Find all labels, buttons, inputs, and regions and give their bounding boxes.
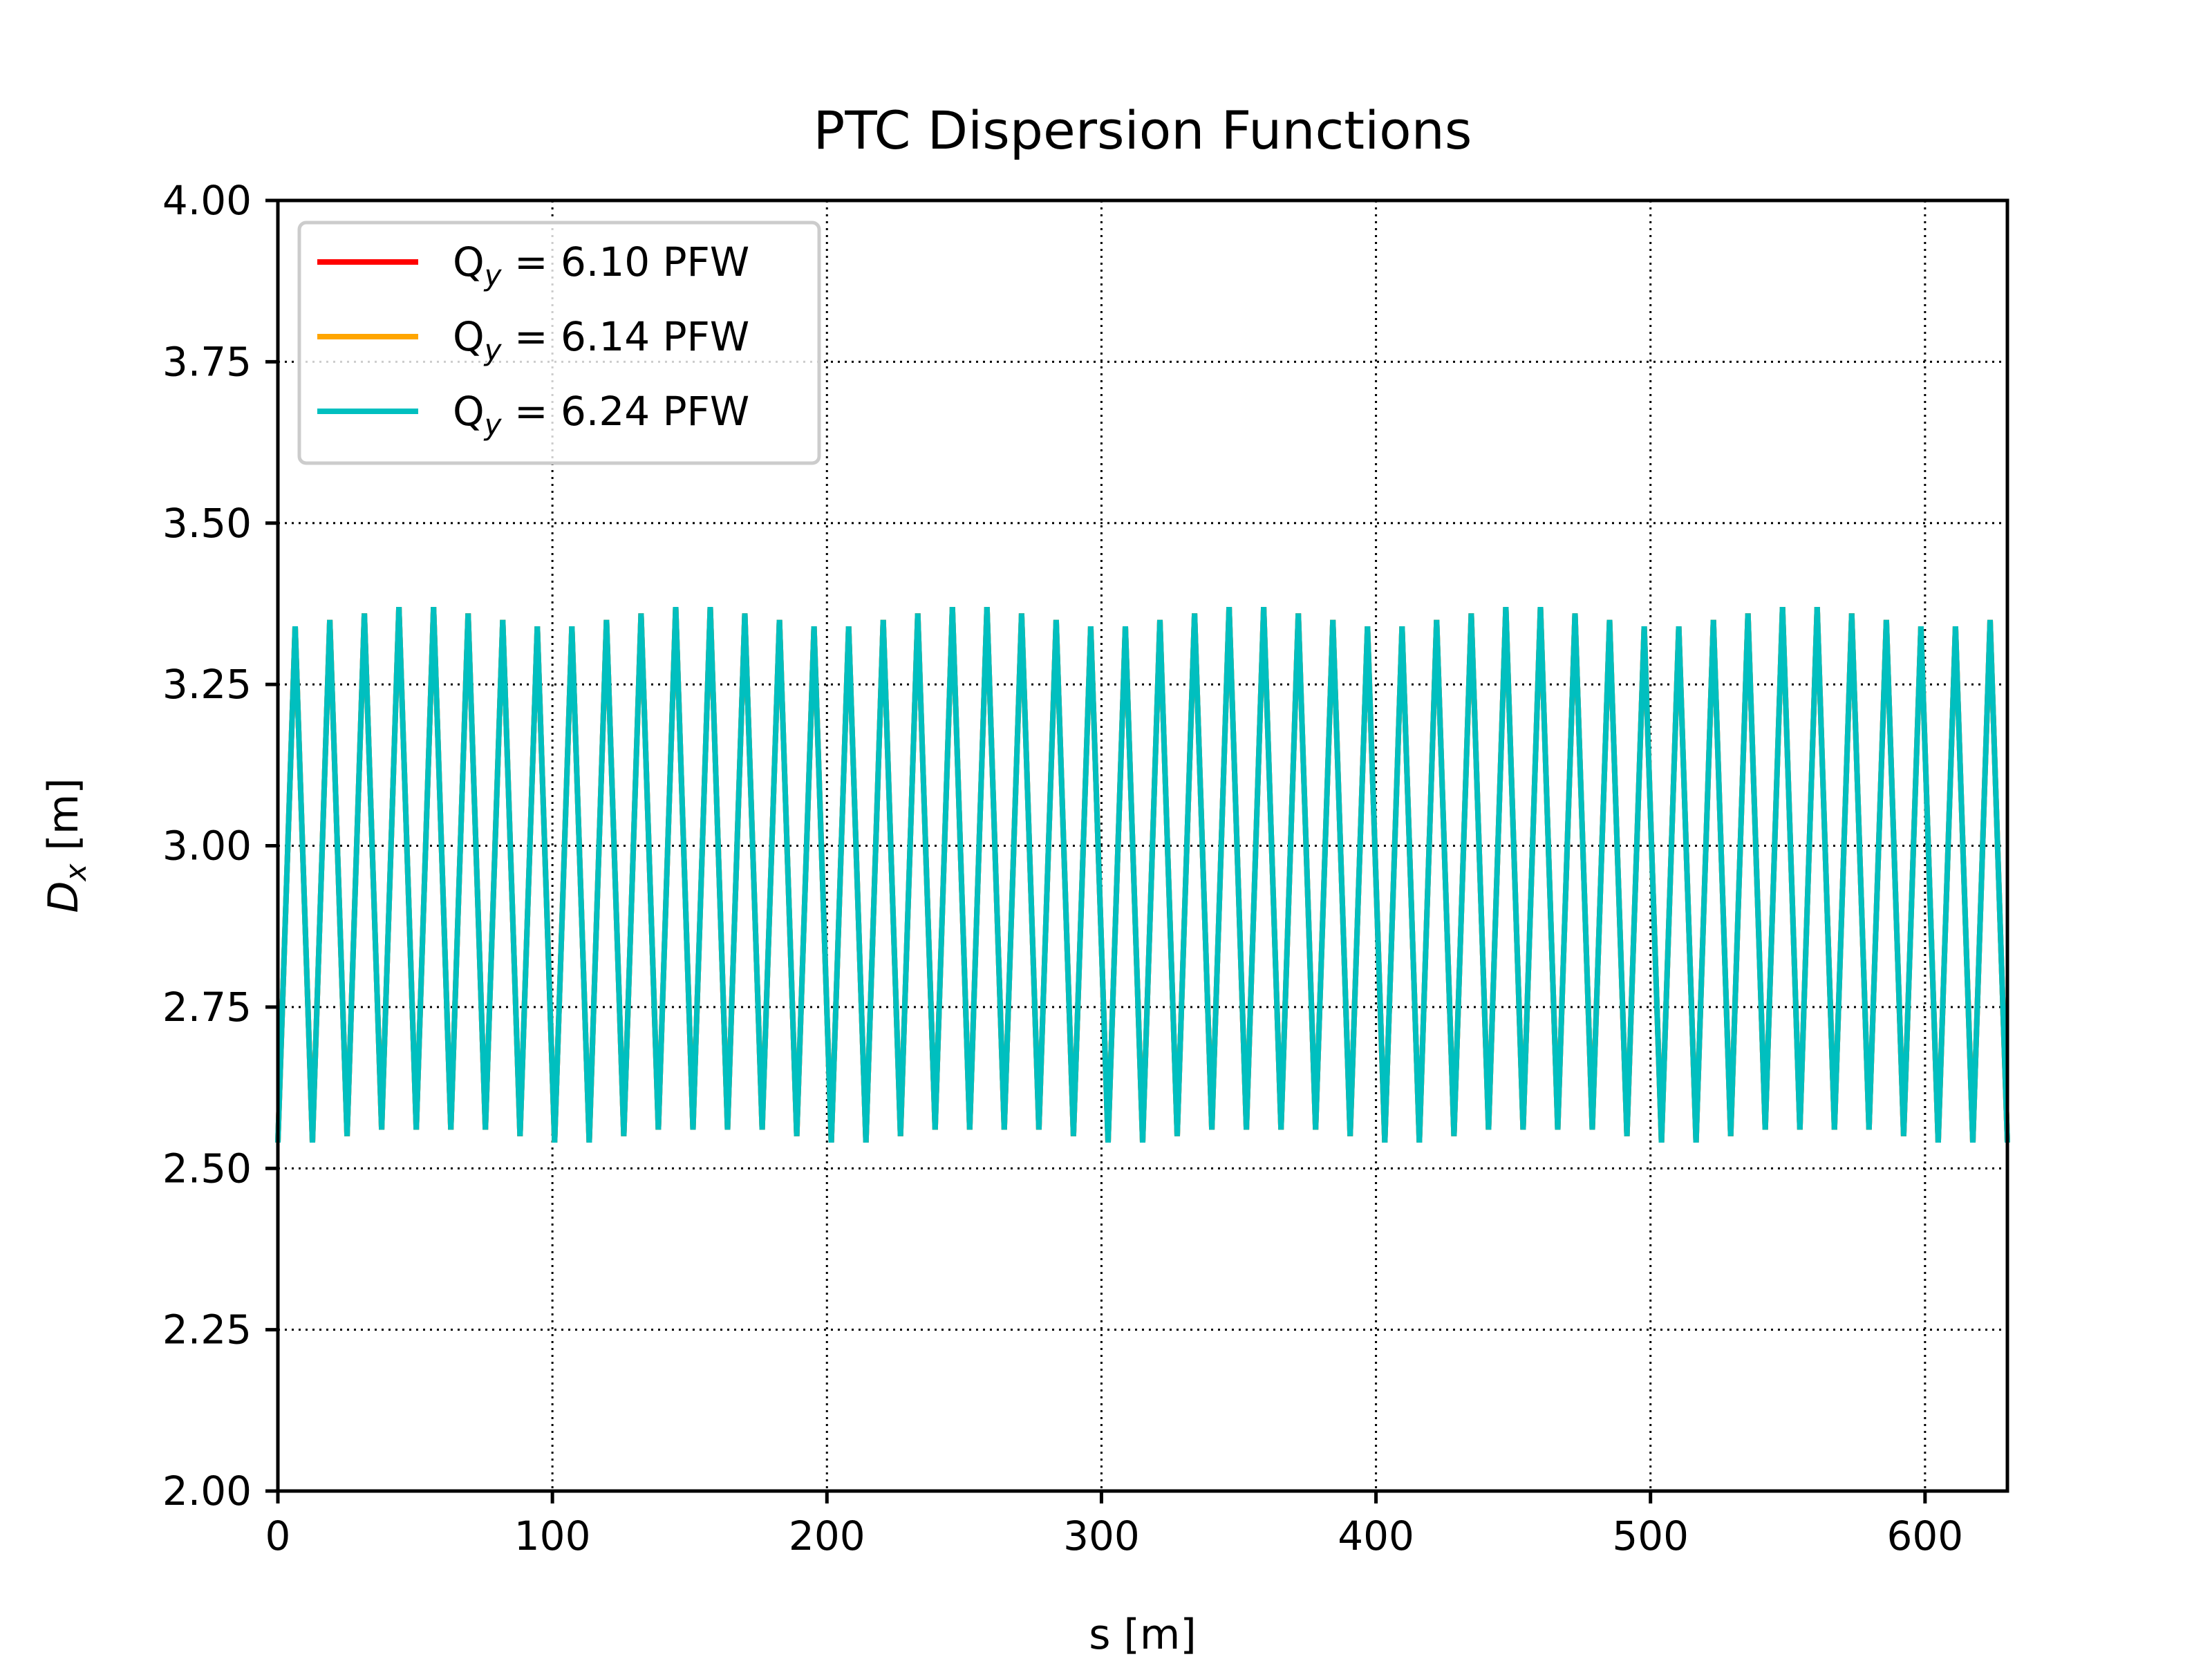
y-tick-label: 2.75: [162, 984, 252, 1031]
legend: Qy = 6.10 PFW Qy = 6.14 PFW Qy = 6.24 PFW: [297, 221, 821, 465]
series-line-3: [275, 606, 2010, 1143]
x-tick-label: 400: [1338, 1512, 1414, 1559]
x-tick-label: 500: [1612, 1512, 1689, 1559]
y-tick-label: 2.25: [162, 1306, 252, 1353]
y-axis-label-unit: [m]: [39, 778, 88, 863]
y-tick-label: 2.50: [162, 1145, 252, 1192]
y-tick-label: 2.00: [162, 1468, 252, 1515]
x-tick-label: 300: [1063, 1512, 1140, 1559]
y-tick-label: 3.00: [162, 823, 252, 870]
chart-title: PTC Dispersion Functions: [814, 100, 1472, 161]
y-tick-label: 3.50: [162, 500, 252, 547]
x-axis-ticks: 0 100 200 300 400 500 600: [265, 1491, 1963, 1559]
y-tick-label: 3.25: [162, 661, 252, 708]
x-axis-label: s [m]: [1089, 1611, 1197, 1659]
y-axis-label-main: D: [39, 881, 88, 913]
y-axis-label: Dx [m]: [39, 778, 93, 912]
x-tick-label: 100: [514, 1512, 591, 1559]
y-axis-ticks: 2.00 2.25 2.50 2.75 3.00 3.25 3.50 3.75 4.00: [162, 177, 278, 1515]
series-layer: [275, 606, 2010, 1143]
legend-label-2: Qy = 6.14 PFW: [453, 313, 749, 367]
x-tick-label: 200: [789, 1512, 865, 1559]
y-axis-label-sub: x: [59, 863, 93, 883]
legend-box: [297, 221, 821, 465]
y-tick-label: 4.00: [162, 177, 252, 224]
y-tick-label: 3.75: [162, 338, 252, 385]
x-tick-label: 0: [265, 1512, 291, 1559]
legend-label-3: Qy = 6.24 PFW: [453, 388, 749, 442]
legend-label-1: Qy = 6.10 PFW: [453, 238, 749, 292]
x-tick-label: 600: [1886, 1512, 1963, 1559]
